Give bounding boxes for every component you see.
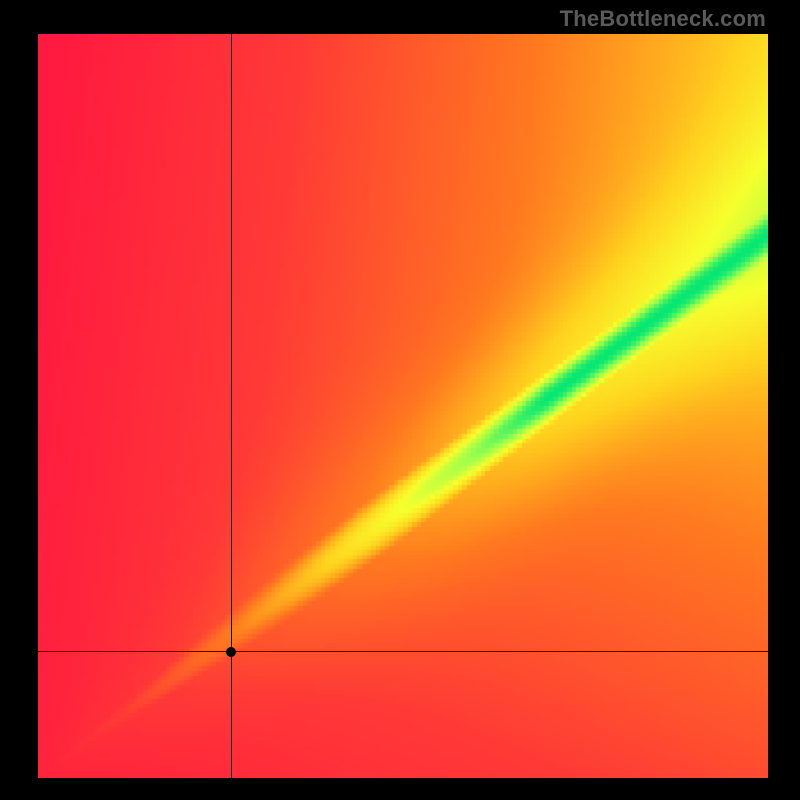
crosshair-vertical xyxy=(231,34,232,778)
watermark-text: TheBottleneck.com xyxy=(560,6,766,32)
plot-area xyxy=(38,34,768,778)
crosshair-horizontal xyxy=(38,651,768,652)
crosshair-marker xyxy=(226,647,236,657)
heatmap-canvas xyxy=(38,34,768,778)
figure-frame: { "watermark": { "text": "TheBottleneck.… xyxy=(0,0,800,800)
